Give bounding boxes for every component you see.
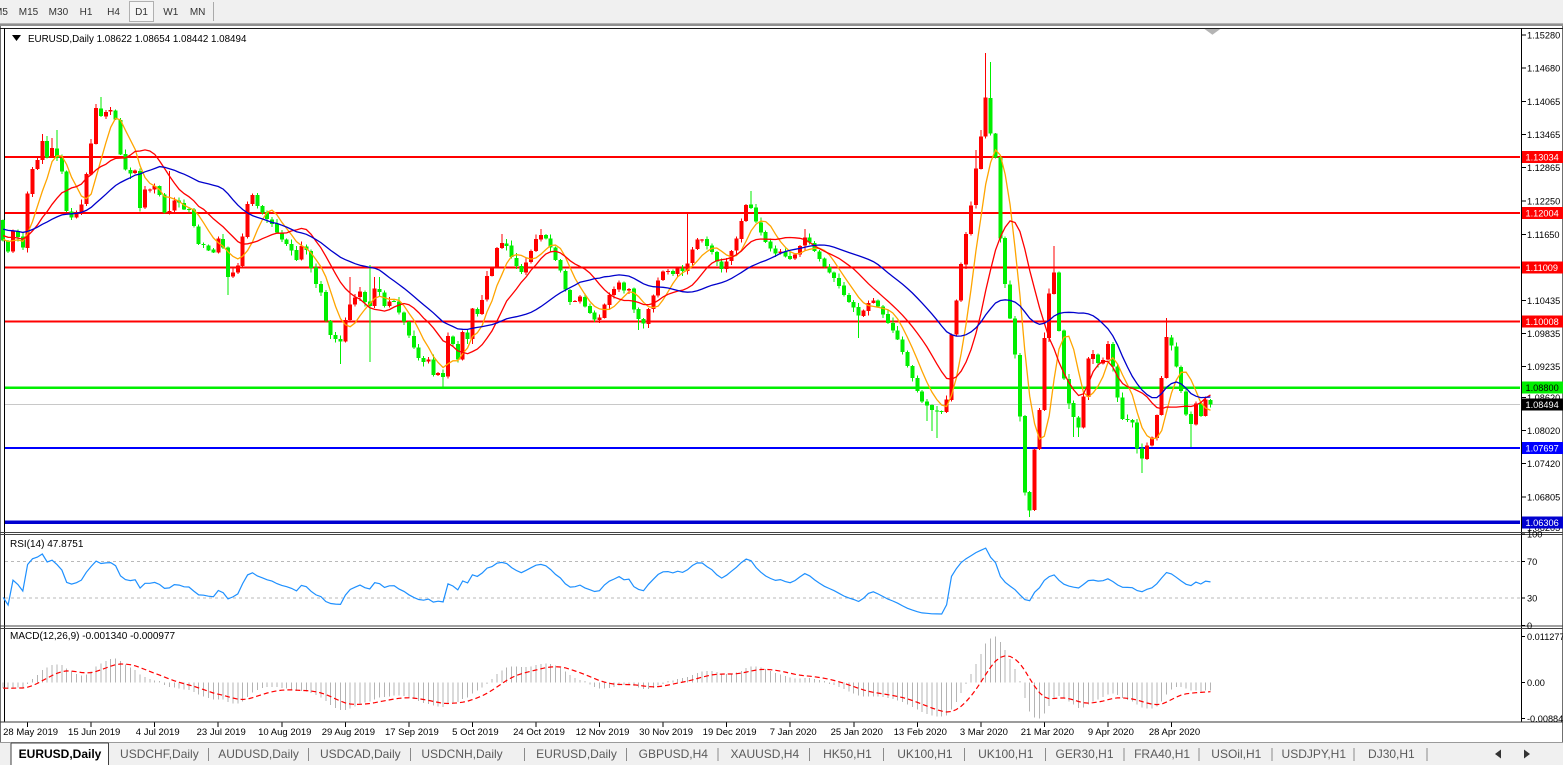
svg-text:GER30,H1: GER30,H1 bbox=[1055, 747, 1113, 761]
svg-text:USDCAD,Daily: USDCAD,Daily bbox=[320, 747, 401, 761]
svg-text:1.12250: 1.12250 bbox=[1527, 197, 1560, 207]
svg-text:0: 0 bbox=[1527, 621, 1532, 631]
svg-text:1.08800: 1.08800 bbox=[1526, 383, 1559, 393]
svg-text:USDCNH,Daily: USDCNH,Daily bbox=[421, 747, 502, 761]
svg-text:1.07697: 1.07697 bbox=[1526, 444, 1559, 454]
svg-text:USDCHF,Daily: USDCHF,Daily bbox=[120, 747, 199, 761]
svg-text:4 Jul 2019: 4 Jul 2019 bbox=[136, 727, 180, 738]
svg-text:1.12004: 1.12004 bbox=[1526, 209, 1559, 219]
svg-text:13 Feb 2020: 13 Feb 2020 bbox=[894, 727, 947, 738]
svg-text:1.10435: 1.10435 bbox=[1527, 296, 1560, 306]
svg-text:0.011277: 0.011277 bbox=[1527, 632, 1563, 642]
svg-text:USOil,H1: USOil,H1 bbox=[1211, 747, 1261, 761]
svg-text:1.06805: 1.06805 bbox=[1527, 492, 1560, 502]
svg-text:EURUSD,Daily 1.08622 1.08654: EURUSD,Daily 1.08622 1.08654 1.08442 1.0… bbox=[28, 34, 247, 45]
svg-text:28 Apr 2020: 28 Apr 2020 bbox=[1149, 727, 1200, 738]
svg-text:70: 70 bbox=[1527, 557, 1537, 567]
svg-text:D1: D1 bbox=[135, 7, 148, 18]
svg-text:USDJPY,H1: USDJPY,H1 bbox=[1282, 747, 1347, 761]
svg-text:1.10008: 1.10008 bbox=[1526, 317, 1559, 327]
svg-text:28 May 2019: 28 May 2019 bbox=[3, 727, 58, 738]
svg-text:17 Sep 2019: 17 Sep 2019 bbox=[385, 727, 439, 738]
svg-text:RSI(14) 47.8751: RSI(14) 47.8751 bbox=[10, 539, 84, 550]
svg-text:UK100,H1: UK100,H1 bbox=[897, 747, 953, 761]
svg-text:1.14065: 1.14065 bbox=[1527, 97, 1560, 107]
svg-text:XAUUSD,H4: XAUUSD,H4 bbox=[730, 747, 799, 761]
svg-text:29 Aug 2019: 29 Aug 2019 bbox=[322, 727, 375, 738]
svg-text:W1: W1 bbox=[163, 7, 178, 18]
svg-text:1.09235: 1.09235 bbox=[1527, 362, 1560, 372]
svg-text:12 Nov 2019: 12 Nov 2019 bbox=[576, 727, 630, 738]
svg-text:EURUSD,Daily: EURUSD,Daily bbox=[536, 747, 617, 761]
svg-text:100: 100 bbox=[1527, 529, 1542, 539]
svg-text:1.12865: 1.12865 bbox=[1527, 163, 1560, 173]
svg-text:10 Aug 2019: 10 Aug 2019 bbox=[258, 727, 311, 738]
svg-text:1.09835: 1.09835 bbox=[1527, 329, 1560, 339]
svg-text:M15: M15 bbox=[19, 7, 39, 18]
svg-text:1.14680: 1.14680 bbox=[1527, 64, 1560, 74]
svg-text:0.00: 0.00 bbox=[1527, 678, 1545, 688]
svg-text:21 Mar 2020: 21 Mar 2020 bbox=[1021, 727, 1074, 738]
svg-text:MACD(12,26,9) -0.001340 -0.000: MACD(12,26,9) -0.001340 -0.000977 bbox=[10, 631, 176, 642]
svg-text:7 Jan 2020: 7 Jan 2020 bbox=[770, 727, 817, 738]
svg-text:30 Nov 2019: 30 Nov 2019 bbox=[639, 727, 693, 738]
svg-text:15 Jun 2019: 15 Jun 2019 bbox=[68, 727, 120, 738]
svg-text:1.13034: 1.13034 bbox=[1526, 153, 1559, 163]
svg-text:1.06306: 1.06306 bbox=[1526, 518, 1559, 528]
svg-text:1.11009: 1.11009 bbox=[1526, 263, 1559, 273]
svg-text:1.15280: 1.15280 bbox=[1527, 31, 1560, 41]
svg-text:9 Apr 2020: 9 Apr 2020 bbox=[1088, 727, 1134, 738]
svg-text:19 Dec 2019: 19 Dec 2019 bbox=[703, 727, 757, 738]
svg-text:1.07420: 1.07420 bbox=[1527, 459, 1560, 469]
svg-text:FRA40,H1: FRA40,H1 bbox=[1134, 747, 1190, 761]
svg-text:1.11650: 1.11650 bbox=[1527, 230, 1560, 240]
svg-text:HK50,H1: HK50,H1 bbox=[823, 747, 872, 761]
svg-text:DJ30,H1: DJ30,H1 bbox=[1368, 747, 1415, 761]
svg-text:H1: H1 bbox=[80, 7, 93, 18]
svg-text:EURUSD,Daily: EURUSD,Daily bbox=[19, 747, 102, 761]
svg-text:5 Oct 2019: 5 Oct 2019 bbox=[452, 727, 498, 738]
svg-text:H4: H4 bbox=[107, 7, 120, 18]
svg-text:1.08620: 1.08620 bbox=[1527, 393, 1560, 403]
svg-text:25 Jan 2020: 25 Jan 2020 bbox=[831, 727, 883, 738]
svg-text:M30: M30 bbox=[49, 7, 69, 18]
svg-text:30: 30 bbox=[1527, 594, 1537, 604]
svg-text:3 Mar 2020: 3 Mar 2020 bbox=[960, 727, 1008, 738]
svg-text:24 Oct 2019: 24 Oct 2019 bbox=[513, 727, 565, 738]
svg-text:UK100,H1: UK100,H1 bbox=[978, 747, 1034, 761]
svg-text:AUDUSD,Daily: AUDUSD,Daily bbox=[218, 747, 299, 761]
svg-text:23 Jul 2019: 23 Jul 2019 bbox=[197, 727, 246, 738]
svg-text:1.08494: 1.08494 bbox=[1526, 400, 1559, 410]
svg-text:MN: MN bbox=[190, 7, 206, 18]
svg-text:GBPUSD,H4: GBPUSD,H4 bbox=[639, 747, 709, 761]
svg-text:-0.008845: -0.008845 bbox=[1527, 714, 1563, 724]
svg-text:M5: M5 bbox=[0, 7, 8, 18]
svg-text:1.13465: 1.13465 bbox=[1527, 130, 1560, 140]
svg-text:1.08020: 1.08020 bbox=[1527, 426, 1560, 436]
